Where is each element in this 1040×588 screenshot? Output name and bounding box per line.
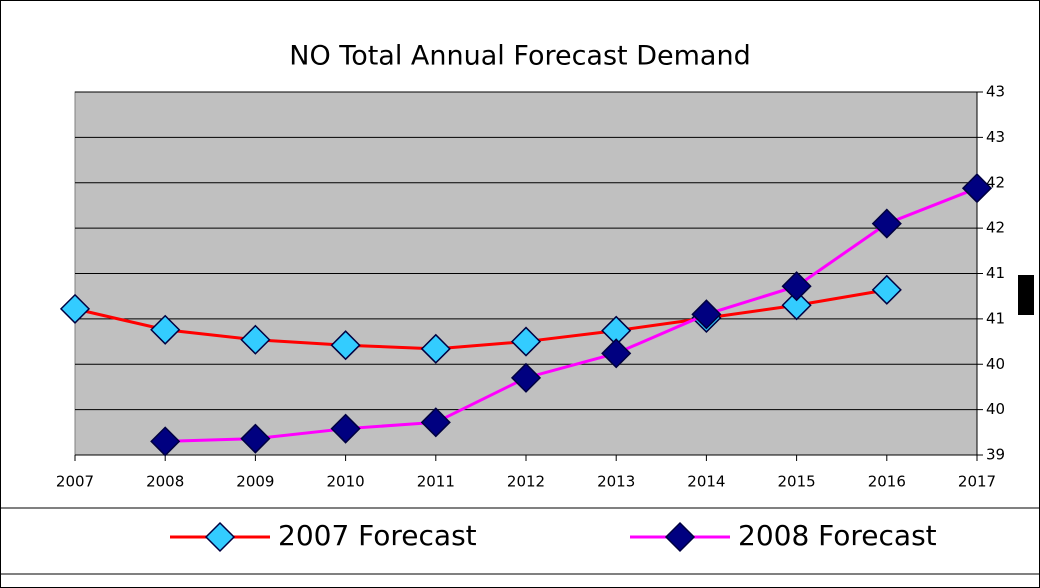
x-tick-label: 2009 [236, 473, 274, 491]
x-tick-label: 2012 [507, 473, 545, 491]
x-tick-label: 2007 [56, 473, 94, 491]
legend-label: 2008 Forecast [738, 519, 937, 552]
series-marker [330, 330, 361, 361]
series-marker [240, 423, 271, 454]
series-marker [871, 274, 902, 305]
y-tick-label: 40 [986, 400, 1005, 418]
series-marker [961, 173, 993, 204]
y-tick-label: 42 [986, 173, 1005, 191]
series-marker [330, 413, 361, 444]
series-marker [781, 271, 812, 302]
series-marker [150, 314, 181, 345]
x-tick-label: 2016 [868, 473, 906, 491]
y-tick-label: 41 [986, 264, 1005, 282]
y-tick-label: 42 [986, 219, 1005, 237]
series-marker [601, 338, 632, 369]
x-tick-label: 2013 [597, 473, 635, 491]
x-tick-label: 2011 [417, 473, 455, 491]
scroll-handle [1018, 275, 1034, 315]
x-tick-label: 2010 [327, 473, 365, 491]
series-marker [510, 326, 542, 357]
series-marker [781, 290, 812, 321]
series-marker [510, 362, 542, 393]
y-tick-label: 43 [986, 83, 1005, 101]
x-tick-label: 2008 [146, 473, 184, 491]
series-line [165, 186, 978, 443]
series-marker [150, 426, 181, 457]
y-tick-label: 41 [986, 309, 1005, 327]
series-marker [59, 293, 91, 324]
series-marker [871, 208, 902, 239]
series-marker [240, 324, 271, 355]
x-tick-label: 2014 [687, 473, 725, 491]
y-tick-label: 43 [986, 128, 1005, 146]
series-marker [420, 333, 451, 364]
series-marker [420, 407, 451, 438]
legend-marker [204, 521, 236, 553]
series-line [74, 288, 888, 351]
series-marker [691, 299, 722, 330]
y-tick-label: 40 [986, 355, 1005, 373]
legend-marker [664, 521, 696, 553]
chart-title: NO Total Annual Forecast Demand [289, 41, 750, 72]
y-tick-label: 39 [986, 446, 1005, 464]
legend-label: 2007 Forecast [278, 519, 477, 552]
x-tick-label: 2015 [778, 473, 816, 491]
x-tick-label: 2017 [958, 473, 996, 491]
